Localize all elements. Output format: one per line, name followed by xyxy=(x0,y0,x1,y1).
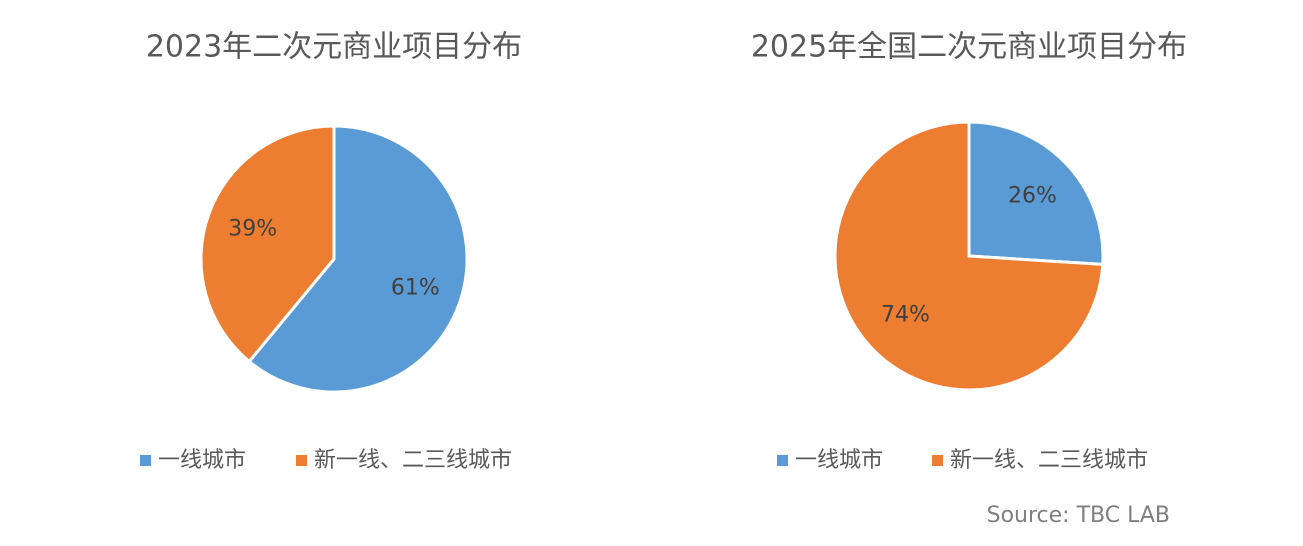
legend-label: 一线城市 xyxy=(795,448,883,473)
chart-title: 2025年全国二次元商业项目分布 xyxy=(751,30,1187,65)
legend-swatch xyxy=(932,455,943,466)
data-label: 39% xyxy=(228,217,277,242)
legend-swatch xyxy=(140,455,151,466)
data-label: 61% xyxy=(391,275,440,300)
legend-swatch xyxy=(296,455,307,466)
pie-slice xyxy=(247,124,469,394)
pie-slice xyxy=(967,120,1105,267)
legend-label: 新一线、二三线城市 xyxy=(314,448,512,473)
pie-slice xyxy=(199,124,336,364)
source: Source: TBC LAB xyxy=(987,503,1170,528)
legend-label: 一线城市 xyxy=(158,448,246,473)
data-label: 74% xyxy=(881,303,930,328)
data-label: 26% xyxy=(1008,183,1057,208)
legend-label: 新一线、二三线城市 xyxy=(950,448,1148,473)
chart-title: 2023年二次元商业项目分布 xyxy=(146,30,522,65)
pie-slice xyxy=(833,120,1105,392)
legend-swatch xyxy=(777,455,788,466)
